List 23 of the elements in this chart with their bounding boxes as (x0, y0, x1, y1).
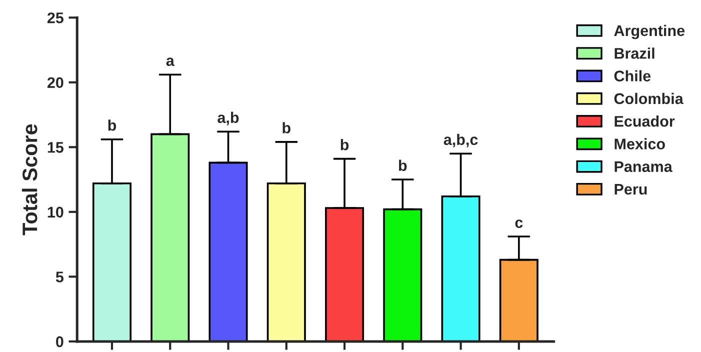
legend-label: Peru (614, 184, 647, 195)
y-tick-label: 5 (56, 272, 64, 282)
annotation: a (166, 58, 174, 66)
y-tick-label: 0 (56, 336, 64, 348)
y-tick-label: 10 (48, 206, 64, 218)
legend-label: Panama (614, 161, 672, 172)
annotation: a,b (218, 112, 239, 126)
annotation: b (108, 120, 116, 131)
y-tick-label: 20 (47, 77, 64, 88)
y-tick-label: 25 (47, 12, 64, 24)
annotation: b (340, 138, 349, 150)
legend-label: Mexico (614, 138, 665, 150)
annotation: a,b,c (444, 134, 478, 148)
y-tick-label: 15 (48, 142, 64, 153)
legend-label: Ecuador (614, 116, 675, 127)
y-axis-title: Total Score (22, 124, 38, 236)
annotation: b (282, 122, 290, 134)
annotation: c (515, 220, 523, 228)
legend-label: Brazil (614, 48, 654, 59)
annotation: b (398, 160, 407, 171)
legend-label: Colombia (614, 92, 684, 104)
legend-label: Chile (614, 70, 651, 82)
legend-label: Argentine (614, 24, 685, 40)
